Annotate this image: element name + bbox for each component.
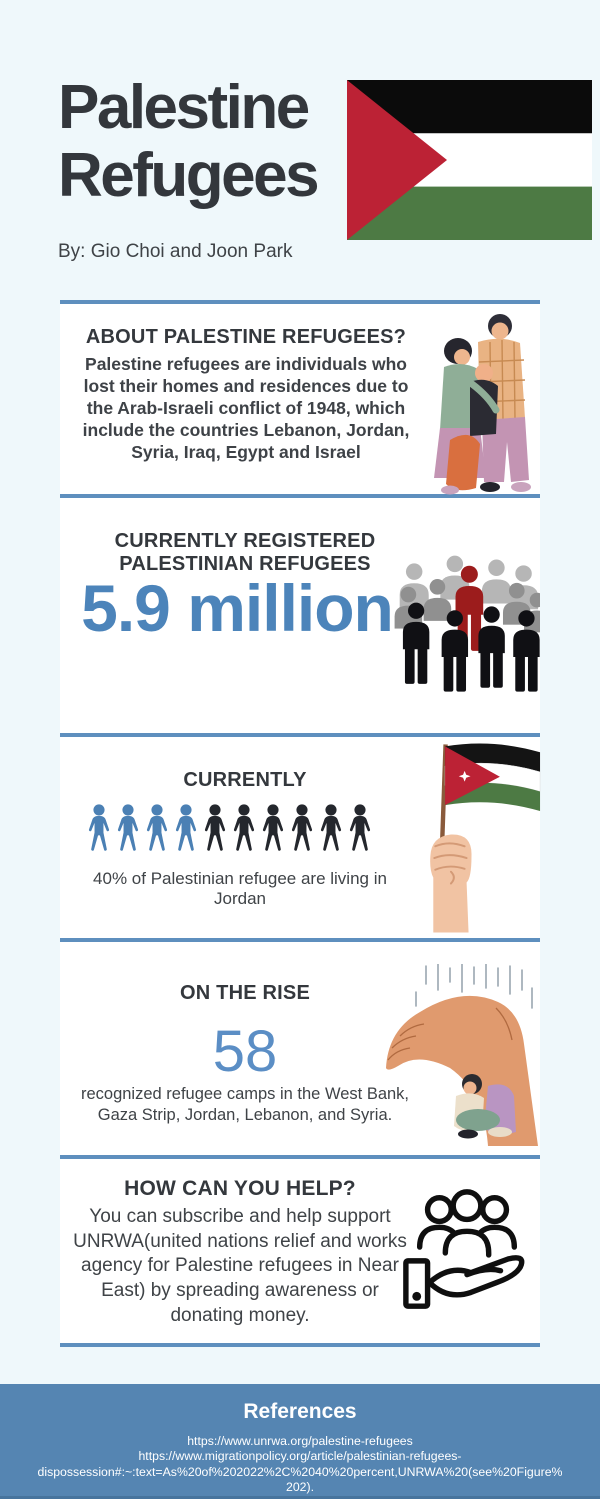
divider-line <box>60 494 540 498</box>
section-registered: CURRENTLY REGISTERED PALESTINIAN REFUGEE… <box>60 498 540 733</box>
divider-line <box>60 733 540 737</box>
content-column: ABOUT PALESTINE REFUGEES? Palestine refu… <box>60 300 541 1347</box>
crowd-icon <box>394 555 540 692</box>
sheltering-hand-illustration <box>386 964 538 1146</box>
footer-bottom-strip <box>0 1496 600 1499</box>
about-body: Palestine refugees are individuals who l… <box>82 354 410 462</box>
registered-stat: 5.9 million <box>81 571 394 645</box>
palestine-flag-icon <box>347 80 592 240</box>
person-pictogram-icon <box>347 803 373 853</box>
reference-line: https://www.unrwa.org/palestine-refugees <box>187 1434 413 1448</box>
person-pictogram-icon <box>173 803 199 853</box>
page-title: Palestine Refugees <box>58 73 320 211</box>
reference-line: https://www.migrationpolicy.org/article/… <box>138 1449 462 1464</box>
divider-line <box>60 300 540 304</box>
about-heading: ABOUT PALESTINE REFUGEES? <box>85 326 407 348</box>
section-help: HOW CAN YOU HELP? You can subscribe and … <box>60 1159 540 1343</box>
currently-caption: 40% of Palestinian refugee are living in… <box>93 869 387 908</box>
help-heading: HOW CAN YOU HELP? <box>124 1177 356 1200</box>
footer: References https://www.unrwa.org/palesti… <box>0 1384 600 1499</box>
rise-stat: 58 <box>212 1019 278 1084</box>
family-hug-illustration <box>434 314 531 495</box>
person-pictogram-icon <box>144 803 170 853</box>
donate-people-icon <box>403 1189 525 1309</box>
person-pictogram-icon <box>231 803 257 853</box>
hand-holding-jordan-flag-illustration <box>430 743 541 933</box>
help-body: You can subscribe and help support UNRWA… <box>73 1206 407 1326</box>
divider-line <box>60 1155 540 1159</box>
reference-line: dispossession#:~:text=As%20of%202022%2C%… <box>37 1464 563 1479</box>
page-title-line1: Palestine <box>58 73 310 142</box>
section-rise: ON THE RISE 58 recognized refugee camps … <box>60 942 540 1155</box>
person-pictogram-icon <box>260 803 286 853</box>
registered-heading: CURRENTLY REGISTERED PALESTINIAN REFUGEE… <box>114 530 376 575</box>
references-links: https://www.unrwa.org/palestine-refugees… <box>10 1434 590 1495</box>
byline: By: Gio Choi and Joon Park <box>58 241 293 262</box>
divider-line <box>60 938 540 942</box>
person-pictogram-icon <box>86 803 112 853</box>
reference-line: 202). <box>285 1480 315 1495</box>
rise-body: recognized refugee camps in the West Ban… <box>80 1085 410 1124</box>
currently-heading: CURRENTLY <box>183 769 307 791</box>
page-title-line2: Refugees <box>58 141 320 211</box>
section-currently: CURRENTLY 40% of Palestinian refugee are… <box>60 737 541 938</box>
rise-heading: ON THE RISE <box>180 982 310 1004</box>
person-pictogram-icon <box>318 803 344 853</box>
divider-line <box>60 1343 540 1347</box>
section-about: ABOUT PALESTINE REFUGEES? Palestine refu… <box>60 304 540 495</box>
pictogram-row <box>86 803 386 853</box>
person-pictogram-icon <box>202 803 228 853</box>
person-pictogram-icon <box>115 803 141 853</box>
references-heading: References <box>243 1400 357 1423</box>
person-pictogram-icon <box>289 803 315 853</box>
